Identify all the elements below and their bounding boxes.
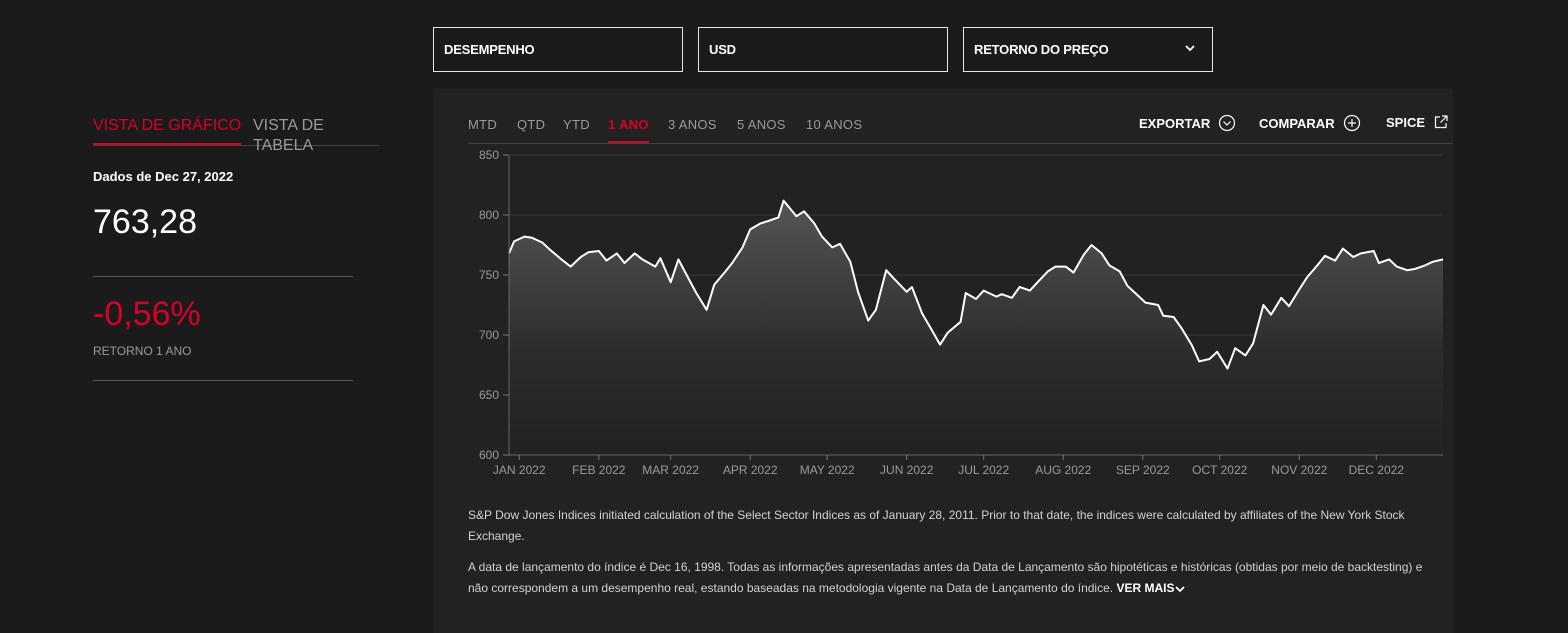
index-value: 763,28	[93, 203, 197, 241]
y-tick-label: 700	[479, 328, 499, 342]
tab-5-years[interactable]: 5 ANOS	[737, 117, 786, 132]
disclaimer-note-1: S&P Dow Jones Indices initiated calculat…	[468, 508, 1405, 543]
y-tick-label: 850	[479, 148, 499, 162]
disclaimer-note-2-text: A data de lançamento do índice é Dec 16,…	[468, 560, 1423, 595]
plus-circle-icon	[1343, 114, 1360, 132]
performance-chart: 600 650 700 750 800 850 JAN 2022 FEB 2022 MAR 20…	[479, 148, 1444, 477]
tabs-divider	[468, 143, 1453, 144]
y-tick-label: 800	[479, 208, 499, 222]
chevron-circle-down-icon	[1219, 114, 1236, 132]
x-tick-label: APR 2022	[723, 463, 778, 477]
x-tick-label: JUL 2022	[958, 463, 1009, 477]
disclaimer-note-2: A data de lançamento do índice é Dec 16,…	[468, 557, 1443, 599]
tab-3-years[interactable]: 3 ANOS	[668, 117, 717, 132]
x-tick-label: NOV 2022	[1271, 463, 1327, 477]
x-tick-label: FEB 2022	[572, 463, 626, 477]
currency-select-label: USD	[709, 42, 736, 57]
y-tick-label: 600	[479, 448, 499, 462]
return-type-select[interactable]: RETORNO DO PREÇO	[963, 27, 1213, 72]
x-tick-label: OCT 2022	[1192, 463, 1247, 477]
return-label: RETORNO 1 ANO	[93, 344, 192, 358]
tab-table-view[interactable]: VISTA DE TABELA	[253, 117, 324, 154]
see-more-link[interactable]: VER MAIS	[1116, 581, 1186, 595]
tab-10-years[interactable]: 10 ANOS	[806, 117, 863, 132]
x-tick-label: JAN 2022	[493, 463, 546, 477]
y-tick-label: 750	[479, 268, 499, 282]
spice-label: SPICE	[1386, 114, 1426, 130]
x-tick-label: DEC 2022	[1349, 463, 1405, 477]
x-tick-label: MAY 2022	[800, 463, 855, 477]
divider	[93, 380, 353, 381]
y-tick-label: 650	[479, 388, 499, 402]
series-area	[509, 200, 1443, 455]
return-type-select-label: RETORNO DO PREÇO	[974, 42, 1109, 57]
performance-select-label: DESEMPENHO	[444, 42, 535, 57]
tab-ytd[interactable]: YTD	[563, 117, 590, 132]
series-line	[508, 199, 1444, 370]
chevron-down-icon	[1185, 45, 1195, 52]
tab-1-year[interactable]: 1 ANO	[608, 117, 649, 143]
tab-mtd[interactable]: MTD	[468, 117, 498, 132]
performance-select[interactable]: DESEMPENHO	[433, 27, 683, 72]
as-of-date: Dados de Dec 27, 2022	[93, 169, 234, 184]
return-percent: -0,56%	[93, 295, 201, 333]
export-label: EXPORTAR	[1139, 115, 1211, 131]
chevron-down-icon	[1175, 586, 1186, 593]
divider	[93, 276, 353, 277]
external-link-icon	[1434, 115, 1448, 129]
currency-select[interactable]: USD	[698, 27, 948, 72]
export-button[interactable]: EXPORTAR	[1139, 114, 1236, 132]
spice-link[interactable]: SPICE	[1386, 114, 1449, 130]
x-tick-label: JUN 2022	[880, 463, 934, 477]
tab-chart-view[interactable]: VISTA DE GRÁFICO	[93, 117, 242, 145]
view-tabs: VISTA DE GRÁFICO VISTA DE TABELA	[93, 116, 379, 154]
compare-button[interactable]: COMPARAR	[1259, 114, 1361, 132]
x-tick-label: AUG 2022	[1035, 463, 1091, 477]
x-tick-label: MAR 2022	[642, 463, 699, 477]
chart-panel: MTD QTD YTD 1 ANO 3 ANOS 5 ANOS 10 ANOS …	[433, 89, 1453, 633]
x-tick-label: SEP 2022	[1116, 463, 1170, 477]
see-more-label: VER MAIS	[1116, 581, 1175, 595]
tab-qtd[interactable]: QTD	[517, 117, 546, 132]
compare-label: COMPARAR	[1259, 115, 1335, 131]
